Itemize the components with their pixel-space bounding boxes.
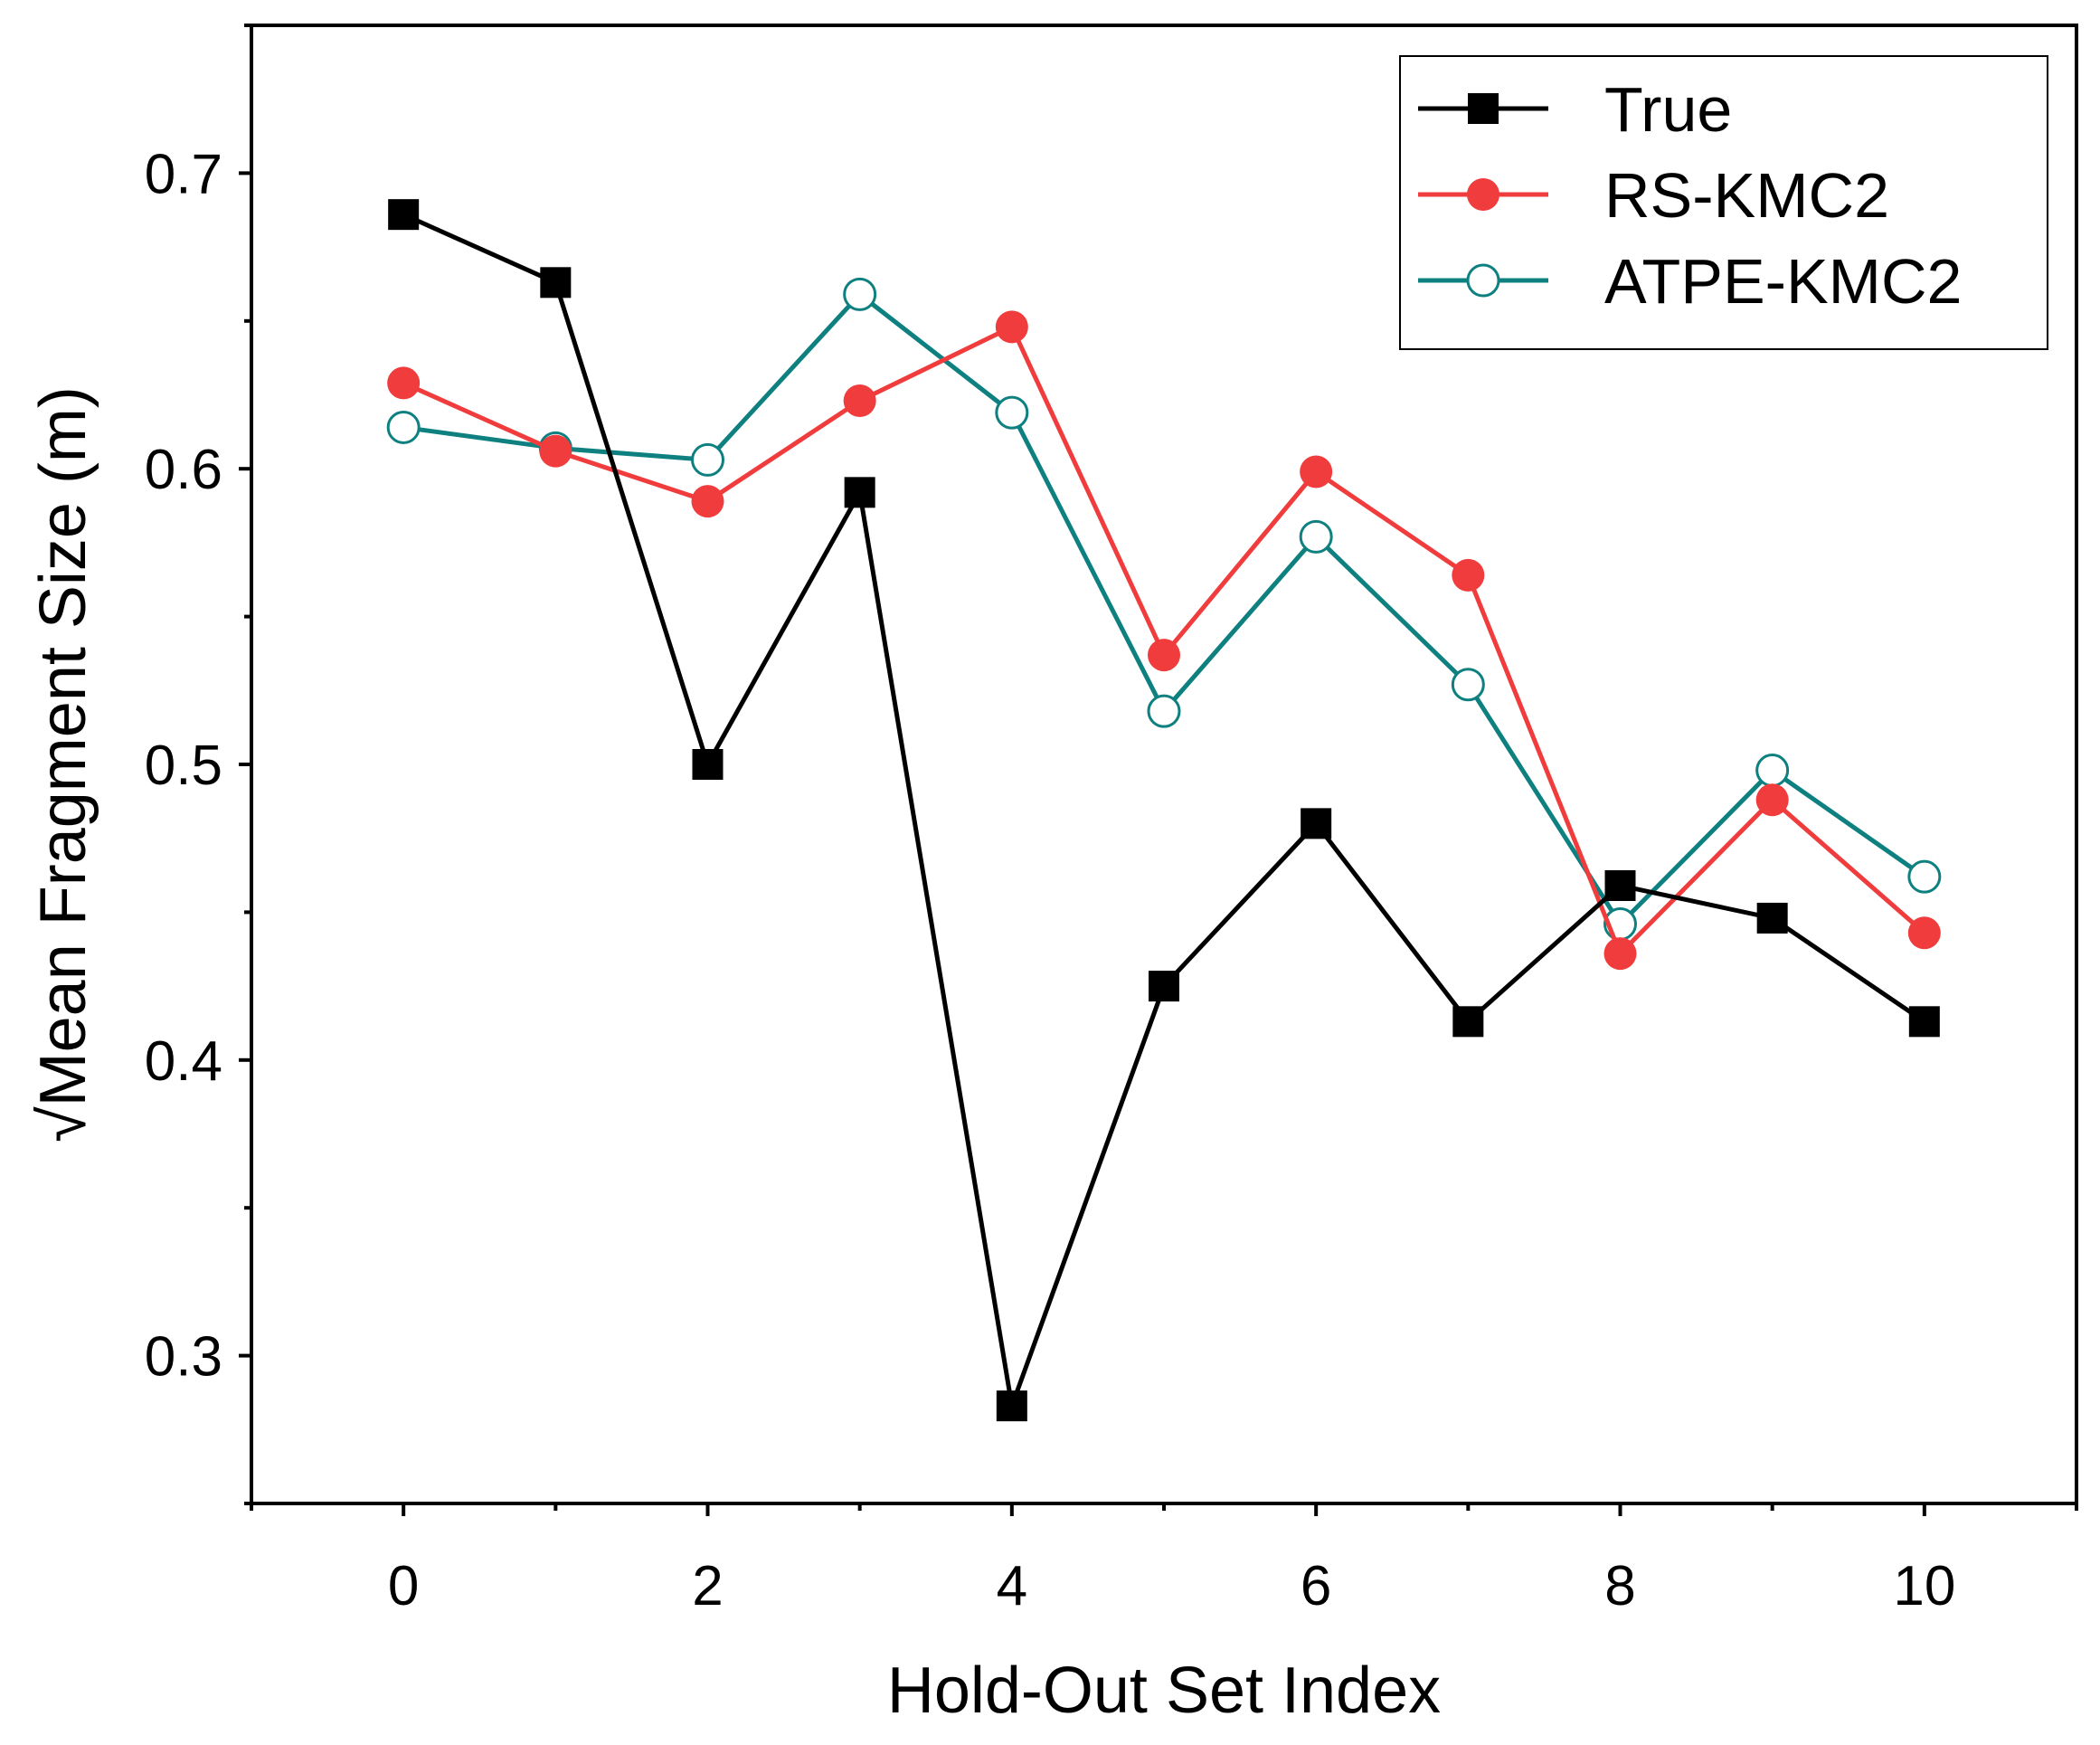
x-tick-label: 0 <box>388 1555 419 1617</box>
series-layer <box>386 199 1942 1422</box>
legend-label: True <box>1604 74 1732 145</box>
legend-item: RS-KMC2 <box>1418 160 1889 231</box>
legend-marker <box>1468 93 1499 124</box>
x-tick-label: 8 <box>1604 1555 1635 1617</box>
x-tick-label: 2 <box>692 1555 723 1617</box>
data-point <box>1147 694 1181 728</box>
data-point <box>1300 455 1333 488</box>
data-point <box>1907 859 1942 894</box>
y-axis-label: √Mean Fragment Size (m) <box>27 386 99 1143</box>
data-point <box>843 277 877 311</box>
y-tick-label: 0.6 <box>145 439 222 501</box>
data-point <box>995 310 1028 344</box>
x-tick-label: 6 <box>1301 1555 1331 1617</box>
legend: True RS-KMC2 ATPE-KMC2 <box>1399 55 2048 350</box>
y-tick-label: 0.7 <box>145 143 222 205</box>
legend-label: RS-KMC2 <box>1604 160 1889 231</box>
series-true <box>388 199 1940 1422</box>
data-point <box>1451 668 1485 702</box>
y-axis-ticks: 0.3 0.4 0.5 0.6 0.7 <box>145 24 251 1505</box>
x-tick-label: 10 <box>1893 1555 1955 1617</box>
data-point <box>1452 558 1485 592</box>
data-point <box>843 384 876 418</box>
data-point <box>1907 916 1941 950</box>
data-point <box>691 485 724 518</box>
data-point <box>995 395 1029 430</box>
data-point <box>540 267 572 299</box>
data-point <box>388 199 420 231</box>
x-axis-label: Hold-Out Set Index <box>887 1655 1441 1727</box>
data-point <box>387 366 421 400</box>
legend-items: True RS-KMC2 ATPE-KMC2 <box>1418 74 1962 317</box>
x-axis-ticks: 0 2 4 6 8 10 <box>250 1503 2078 1617</box>
y-tick-label: 0.3 <box>145 1326 222 1389</box>
series-line <box>402 212 1926 1408</box>
legend-item: ATPE-KMC2 <box>1418 246 1962 317</box>
legend-marker <box>1466 263 1500 298</box>
data-point <box>1603 937 1637 971</box>
data-point <box>844 477 875 508</box>
data-point <box>1149 971 1179 1002</box>
series-rs-kmc2 <box>387 310 1941 971</box>
legend-marker <box>1467 178 1499 211</box>
data-point <box>1756 902 1788 934</box>
data-point <box>539 434 572 468</box>
data-point <box>1755 783 1789 817</box>
data-point <box>1148 639 1180 672</box>
data-point <box>1908 1006 1940 1038</box>
data-point <box>1755 754 1790 788</box>
data-point <box>1301 808 1332 839</box>
y-tick-label: 0.4 <box>145 1030 222 1093</box>
data-point <box>691 442 724 477</box>
legend-label: ATPE-KMC2 <box>1604 246 1962 317</box>
x-tick-label: 4 <box>997 1555 1027 1617</box>
data-point <box>386 410 421 444</box>
data-point <box>692 749 724 780</box>
legend-item: True <box>1418 74 1732 145</box>
legend-box <box>1399 55 2048 350</box>
data-point <box>996 1390 1027 1422</box>
series-line <box>402 291 1926 926</box>
y-tick-label: 0.5 <box>145 735 222 797</box>
data-point <box>1299 519 1333 554</box>
data-point <box>1604 869 1636 901</box>
series-atpe-kmc2 <box>386 277 1942 941</box>
data-point <box>1452 1006 1484 1038</box>
